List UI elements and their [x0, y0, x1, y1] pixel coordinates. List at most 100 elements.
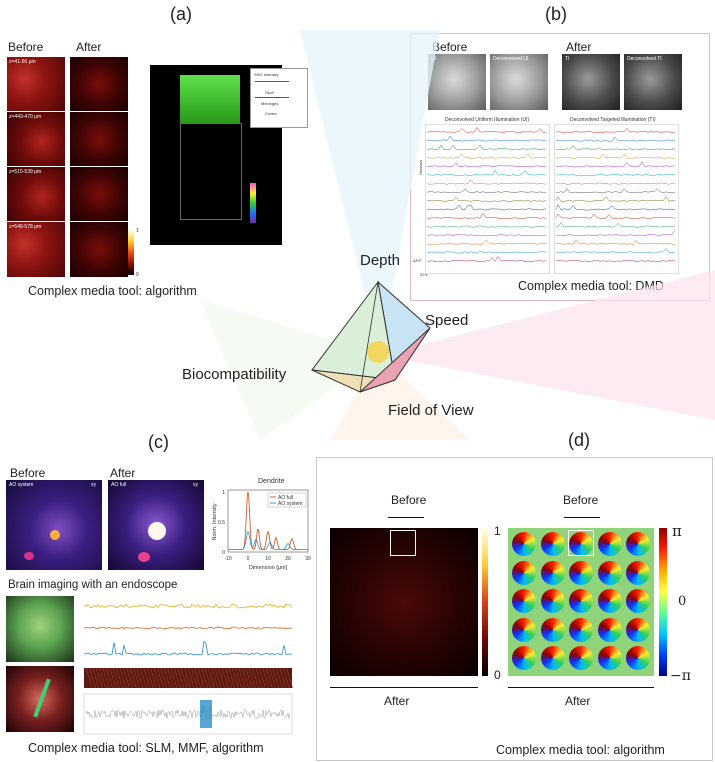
highlight-segment [200, 700, 212, 728]
raster-stripe [102, 667, 110, 689]
panel-a-after-column [70, 57, 128, 277]
raster-stripe [119, 667, 127, 689]
calcium-trace [426, 256, 547, 262]
depth-label-3: z=515-539 μm [9, 169, 42, 175]
phase-speckle [569, 560, 593, 585]
raster-stripe [252, 667, 259, 689]
panel-c-after-label: After [110, 466, 136, 480]
raster-stripe [106, 667, 113, 689]
raster-stripe [231, 667, 239, 689]
xy-label-before: xy [91, 482, 96, 488]
deconvolved-ui-image: Deconvolved UI [490, 54, 548, 110]
ui-traces [425, 124, 550, 274]
panel-d-letter: (d) [568, 430, 590, 450]
raster-stripe [272, 667, 280, 689]
time-scale-label: 20 s [420, 272, 428, 277]
raster-stripe [286, 667, 293, 689]
plot-legend [267, 492, 307, 508]
depth-label-4: z=548-578 μm [9, 224, 42, 230]
panel-a-colorbar-min: 0 [136, 272, 139, 278]
x-tick-label: -10 [224, 556, 231, 562]
ui-image: UI [428, 54, 486, 110]
raster-stripe [133, 667, 140, 689]
raster-stripe [248, 667, 256, 689]
x-tick-label: 10 [265, 556, 271, 562]
calcium-trace [426, 135, 547, 142]
raster-stripe [92, 667, 100, 689]
raster-stripe [157, 667, 164, 689]
raster-stripe [163, 667, 171, 689]
deconvolved-ti-label: Deconvolved TI [627, 56, 662, 62]
signal-box [83, 693, 293, 735]
phase-speckle [569, 589, 593, 613]
before-arrow-left [388, 517, 424, 518]
raster-stripe [116, 667, 123, 689]
calcium-trace [426, 225, 547, 228]
raster-stripe [136, 667, 144, 689]
ao-system-label: AO system [9, 482, 34, 488]
ao-full-label: AO full [111, 482, 127, 488]
legend-meninges: Meninges [261, 101, 279, 106]
calcium-trace [555, 127, 676, 133]
raster-stripe [211, 667, 219, 689]
depth-label-1: z=41-56 μm [9, 59, 36, 65]
raster-stripe [218, 667, 225, 689]
panel-b-caption: Complex media tool: DMD [518, 279, 664, 293]
ti-image-label: TI [565, 56, 570, 62]
x-tick-label: 30 [305, 556, 311, 562]
fov-wedge [330, 355, 470, 440]
raster-stripe [150, 667, 157, 689]
phase-speckle [626, 532, 650, 556]
panel-b-after-label: After [566, 40, 592, 54]
trace-title-left: Deconvolved Uniform Illumination (UI) [445, 117, 530, 123]
raster-stripe [201, 667, 208, 689]
calcium-trace [556, 230, 676, 237]
raster-stripe [109, 667, 117, 689]
before-tile-4: z=548-578 μm [7, 222, 65, 277]
panel-d-caption: Complex media tool: algorithm [496, 743, 665, 757]
phase-speckle [597, 589, 622, 613]
calcium-trace [426, 239, 547, 245]
shg-volume [180, 75, 240, 123]
legend-divider [255, 97, 289, 98]
panel-b-letter: (b) [545, 4, 567, 24]
intensity-colorbar-max: 1 [494, 524, 501, 538]
legend-entry: AO full [278, 495, 293, 501]
raster-stripe [221, 667, 229, 689]
xy-label-after: xy [193, 482, 198, 488]
legend-cortex: Cortex [265, 111, 277, 116]
endoscope-title: Brain imaging with an endoscope [8, 579, 178, 591]
phase-speckle [626, 560, 650, 585]
raster-stripe [143, 667, 151, 689]
blue-trace [83, 640, 293, 656]
legend-red-line [255, 81, 289, 82]
calcium-trace [556, 174, 676, 176]
phase-speckle [512, 560, 536, 585]
calcium-trace [555, 204, 676, 211]
dff-scale-label: ΔF/F [413, 258, 422, 263]
raster-stripe [276, 667, 283, 689]
soma-after [148, 522, 166, 540]
plot-frame [227, 489, 309, 553]
phase-colorbar [659, 528, 667, 676]
panel-d-before-right: Before [563, 493, 599, 507]
fov-axis-label: Field of View [388, 402, 474, 419]
panel-c-letter: (c) [148, 432, 169, 452]
phase-speckle [626, 617, 650, 642]
before-tile-1: z=41-56 μm [7, 57, 65, 111]
raster-stripe [262, 667, 270, 689]
phase-speckle [569, 646, 593, 670]
raster-stripe [225, 667, 232, 689]
phase-speckle [512, 617, 536, 642]
panel-a-letter: (a) [170, 4, 192, 24]
ao-full-image: AO full xy [108, 480, 204, 570]
yellow-trace [83, 603, 293, 609]
panel-a-before-column: z=41-56 μm z=443-470 μm z=515-539 μm z=5… [7, 57, 65, 277]
pyramid-center-circle [367, 341, 389, 363]
calcium-trace [427, 234, 547, 237]
endoscope-image-green [6, 596, 74, 662]
phase-speckle [569, 532, 593, 556]
calcium-trace [426, 162, 547, 168]
panel-d-frame [316, 457, 713, 761]
